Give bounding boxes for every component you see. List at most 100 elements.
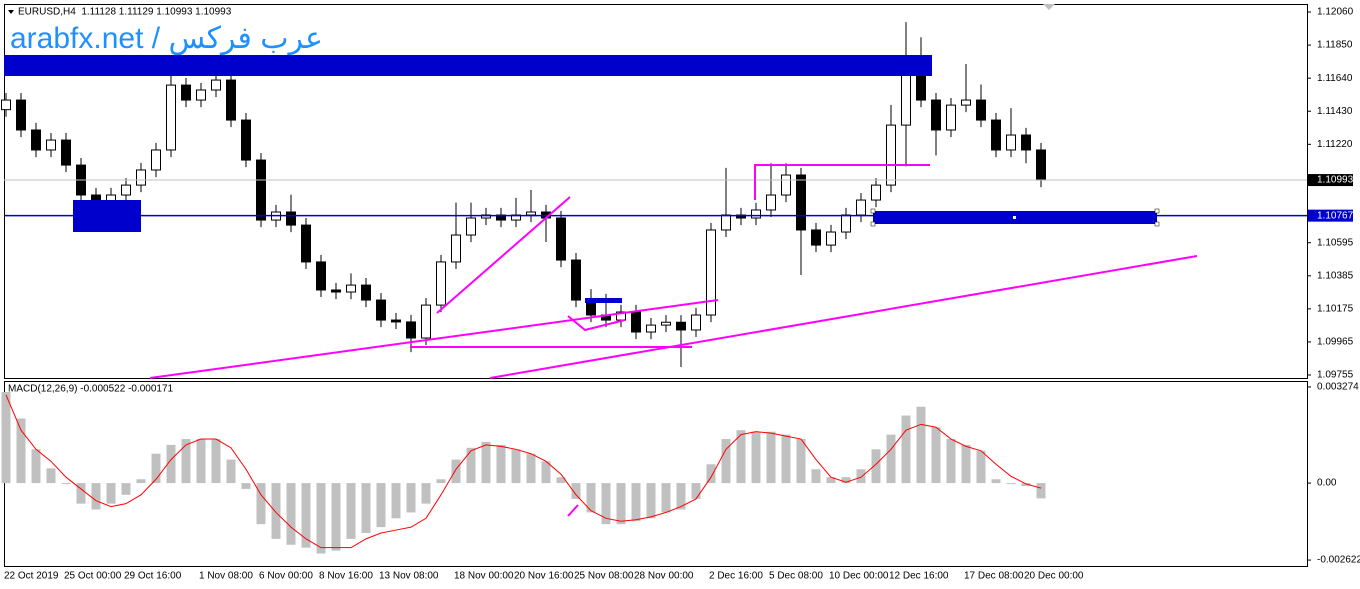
histogram-bar bbox=[631, 483, 641, 522]
candle-body bbox=[1021, 134, 1031, 151]
y-tick-label: 1.11220 bbox=[1317, 139, 1353, 150]
histogram-bar bbox=[856, 469, 866, 484]
histogram-bar bbox=[826, 477, 836, 484]
histogram-bar bbox=[946, 439, 956, 484]
histogram-bar bbox=[16, 418, 26, 484]
histogram-bar bbox=[136, 479, 146, 484]
histogram-bar bbox=[586, 483, 596, 513]
histogram-bar bbox=[196, 439, 206, 484]
zone bbox=[4, 55, 932, 76]
candle-body bbox=[301, 224, 311, 263]
candle-body bbox=[61, 139, 71, 166]
histogram-bar bbox=[901, 415, 911, 484]
histogram-bar bbox=[361, 483, 371, 533]
candle-body bbox=[961, 99, 971, 106]
y-tick-label: 1.09965 bbox=[1317, 337, 1354, 348]
x-tick-label: 29 Oct 16:00 bbox=[124, 571, 182, 582]
candle-body bbox=[916, 74, 926, 101]
y-tick-label: 1.11430 bbox=[1317, 106, 1353, 117]
zone bbox=[73, 200, 141, 232]
x-tick-label: 13 Nov 08:00 bbox=[379, 571, 439, 582]
histogram-bar bbox=[1036, 483, 1046, 499]
histogram-bar bbox=[421, 483, 431, 504]
candle-body bbox=[1006, 134, 1016, 151]
candle-body bbox=[826, 231, 836, 246]
histogram-bar bbox=[916, 406, 926, 484]
histogram-bar bbox=[811, 469, 821, 484]
candle-body bbox=[871, 184, 881, 201]
histogram-bar bbox=[691, 483, 701, 499]
x-tick-label: 8 Nov 16:00 bbox=[319, 571, 373, 582]
histogram-bar bbox=[661, 483, 671, 513]
histogram-bar bbox=[1, 392, 11, 484]
level-line bbox=[754, 164, 930, 200]
candle-body bbox=[751, 209, 761, 219]
candle-body bbox=[196, 89, 206, 101]
x-tick-label: 28 Nov 00:00 bbox=[634, 571, 694, 582]
histogram-bar bbox=[1006, 483, 1016, 485]
candle-body bbox=[421, 304, 431, 339]
handle bbox=[870, 221, 876, 227]
histogram-bar bbox=[496, 444, 506, 484]
chart-title: EURUSD,H4 1.11128 1.11129 1.10993 1.1099… bbox=[18, 7, 232, 18]
x-tick-label: 2 Dec 16:00 bbox=[709, 571, 763, 582]
y-tick-label: 1.12060 bbox=[1317, 7, 1354, 18]
candle-body bbox=[211, 79, 221, 91]
histogram-bar bbox=[346, 483, 356, 539]
histogram-bar bbox=[256, 483, 266, 525]
price-label-box bbox=[1308, 209, 1353, 222]
x-tick-label: 17 Dec 08:00 bbox=[964, 571, 1024, 582]
y-tick-label: 1.10595 bbox=[1317, 237, 1354, 248]
candle-body bbox=[691, 314, 701, 331]
y-tick-label: -0.002622 bbox=[1317, 555, 1360, 566]
histogram-bar bbox=[511, 449, 521, 484]
handle bbox=[1013, 216, 1016, 219]
macd-title: MACD(12,26,9) -0.000522 -0.000171 bbox=[8, 384, 174, 395]
histogram-bar bbox=[106, 483, 116, 504]
candle-body bbox=[16, 99, 26, 131]
histogram-bar bbox=[736, 430, 746, 484]
candle-body bbox=[256, 159, 266, 221]
candle-body bbox=[241, 119, 251, 161]
candle-body bbox=[1, 99, 11, 111]
candle-body bbox=[181, 84, 191, 101]
histogram-bar bbox=[931, 427, 941, 484]
histogram-bar bbox=[871, 449, 881, 484]
y-tick-label: 1.11850 bbox=[1317, 40, 1353, 51]
histogram-bar bbox=[766, 431, 776, 484]
candle-body bbox=[316, 261, 326, 291]
histogram-bar bbox=[61, 483, 71, 485]
histogram-bar bbox=[391, 483, 401, 519]
candle-body bbox=[991, 119, 1001, 151]
handle bbox=[870, 208, 876, 214]
histogram-bar bbox=[316, 483, 326, 554]
candle-body bbox=[391, 319, 401, 323]
histogram-bar bbox=[721, 439, 731, 484]
candle-body bbox=[136, 169, 146, 186]
trend-line bbox=[149, 299, 719, 379]
candle-body bbox=[286, 211, 296, 226]
candle-body bbox=[406, 321, 416, 339]
candle-body bbox=[31, 129, 41, 151]
candle-body bbox=[976, 99, 986, 121]
y-tick-label: 1.11640 bbox=[1317, 73, 1353, 84]
x-tick-label: 22 Oct 2019 bbox=[4, 571, 59, 582]
histogram-bar bbox=[541, 461, 551, 484]
candle-body bbox=[766, 194, 776, 211]
x-tick-label: 25 Oct 00:00 bbox=[64, 571, 122, 582]
histogram-bar bbox=[376, 483, 386, 528]
histogram-bar bbox=[706, 464, 716, 484]
histogram-bar bbox=[241, 483, 251, 489]
candle-body bbox=[46, 139, 56, 151]
candle-body bbox=[886, 124, 896, 186]
candle-body bbox=[841, 214, 851, 233]
candle-body bbox=[631, 311, 641, 333]
histogram-bar bbox=[616, 483, 626, 525]
histogram-bar bbox=[121, 483, 131, 495]
x-tick-label: 6 Nov 00:00 bbox=[259, 571, 313, 582]
candle-body bbox=[706, 229, 716, 316]
candle-body bbox=[856, 199, 866, 216]
histogram-bar bbox=[526, 453, 536, 484]
y-tick-label: 1.10175 bbox=[1317, 304, 1354, 315]
histogram-bar bbox=[556, 477, 566, 484]
